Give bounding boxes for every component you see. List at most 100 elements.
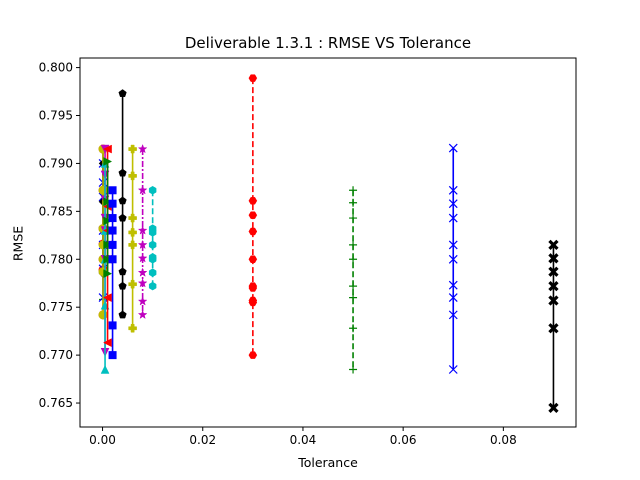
data-point xyxy=(108,226,117,235)
data-point xyxy=(137,185,148,195)
data-point xyxy=(118,267,127,276)
data-point xyxy=(137,253,148,263)
data-point xyxy=(108,255,117,264)
data-point xyxy=(108,199,117,208)
x-tick-label: 0.02 xyxy=(189,433,216,447)
data-point xyxy=(448,213,458,223)
data-point xyxy=(103,157,113,166)
data-point xyxy=(248,197,258,205)
data-point xyxy=(118,196,127,205)
series-16 xyxy=(448,143,458,374)
data-point xyxy=(448,185,458,195)
data-point xyxy=(548,402,559,413)
data-point xyxy=(148,185,157,195)
data-point xyxy=(137,143,148,154)
data-point xyxy=(349,324,358,333)
plot-frame xyxy=(79,57,577,428)
data-point xyxy=(148,268,157,277)
data-point xyxy=(128,228,137,237)
x-tick-label: 0.08 xyxy=(490,433,517,447)
series-15 xyxy=(349,186,358,374)
data-point xyxy=(103,240,113,250)
data-point xyxy=(137,278,148,288)
data-point xyxy=(349,186,358,195)
data-point xyxy=(102,338,112,348)
data-point xyxy=(548,253,559,264)
data-point xyxy=(548,239,559,251)
data-point xyxy=(248,211,258,219)
data-point xyxy=(128,144,137,154)
data-point xyxy=(108,321,117,330)
data-point xyxy=(102,293,112,303)
data-point xyxy=(548,295,559,306)
data-point xyxy=(137,267,148,277)
data-point xyxy=(548,280,559,292)
data-point xyxy=(349,255,358,264)
data-point xyxy=(137,225,148,235)
data-point xyxy=(448,293,458,303)
data-point xyxy=(448,199,458,209)
data-point xyxy=(148,240,157,250)
y-tick-label: 0.770 xyxy=(39,348,73,362)
data-point xyxy=(448,280,458,290)
data-point xyxy=(448,310,458,320)
y-tick-label: 0.790 xyxy=(39,156,73,170)
data-point xyxy=(118,213,127,222)
data-point xyxy=(548,266,559,277)
series-14 xyxy=(248,74,258,359)
data-point xyxy=(148,228,157,237)
data-point xyxy=(128,213,137,223)
data-point xyxy=(102,144,112,154)
data-point xyxy=(118,89,127,97)
series-8 xyxy=(103,157,113,279)
data-point xyxy=(349,282,358,291)
data-point xyxy=(148,254,157,264)
data-point xyxy=(448,240,458,250)
data-point xyxy=(118,310,127,319)
data-point xyxy=(349,365,358,374)
data-point xyxy=(349,198,358,207)
data-point xyxy=(103,216,113,226)
data-point xyxy=(137,239,148,250)
data-point xyxy=(108,351,117,360)
series-10 xyxy=(118,89,127,319)
data-point xyxy=(100,364,110,374)
data-point xyxy=(128,240,137,250)
data-point xyxy=(128,171,137,181)
series-12 xyxy=(137,143,148,320)
x-axis-label: Tolerance xyxy=(298,455,358,470)
y-tick-label: 0.795 xyxy=(39,109,73,123)
data-point xyxy=(248,227,258,236)
data-point xyxy=(108,240,117,249)
data-point xyxy=(448,365,458,374)
series-17 xyxy=(548,239,559,413)
data-point xyxy=(148,281,157,291)
data-point xyxy=(118,168,127,177)
y-tick-label: 0.765 xyxy=(39,396,73,410)
data-point xyxy=(128,279,137,289)
y-axis-label: RMSE xyxy=(10,225,26,262)
y-tick-label: 0.780 xyxy=(39,252,73,266)
y-tick-label: 0.800 xyxy=(39,61,73,75)
data-point xyxy=(137,296,148,306)
data-point xyxy=(349,214,358,223)
data-point xyxy=(108,214,117,223)
data-point xyxy=(103,269,113,279)
data-point xyxy=(548,323,559,334)
x-tick-label: 0.06 xyxy=(390,433,417,447)
y-tick-label: 0.785 xyxy=(39,204,73,218)
data-point xyxy=(103,197,113,207)
data-point xyxy=(349,240,358,249)
data-point xyxy=(248,255,258,263)
data-point xyxy=(137,309,148,320)
series-11 xyxy=(128,144,137,333)
data-point xyxy=(103,254,113,264)
data-point xyxy=(128,324,137,333)
data-point xyxy=(349,293,358,302)
data-point xyxy=(448,143,458,153)
data-point xyxy=(248,284,258,292)
series-9 xyxy=(108,186,117,360)
data-point xyxy=(108,186,117,195)
data-point xyxy=(248,298,258,307)
